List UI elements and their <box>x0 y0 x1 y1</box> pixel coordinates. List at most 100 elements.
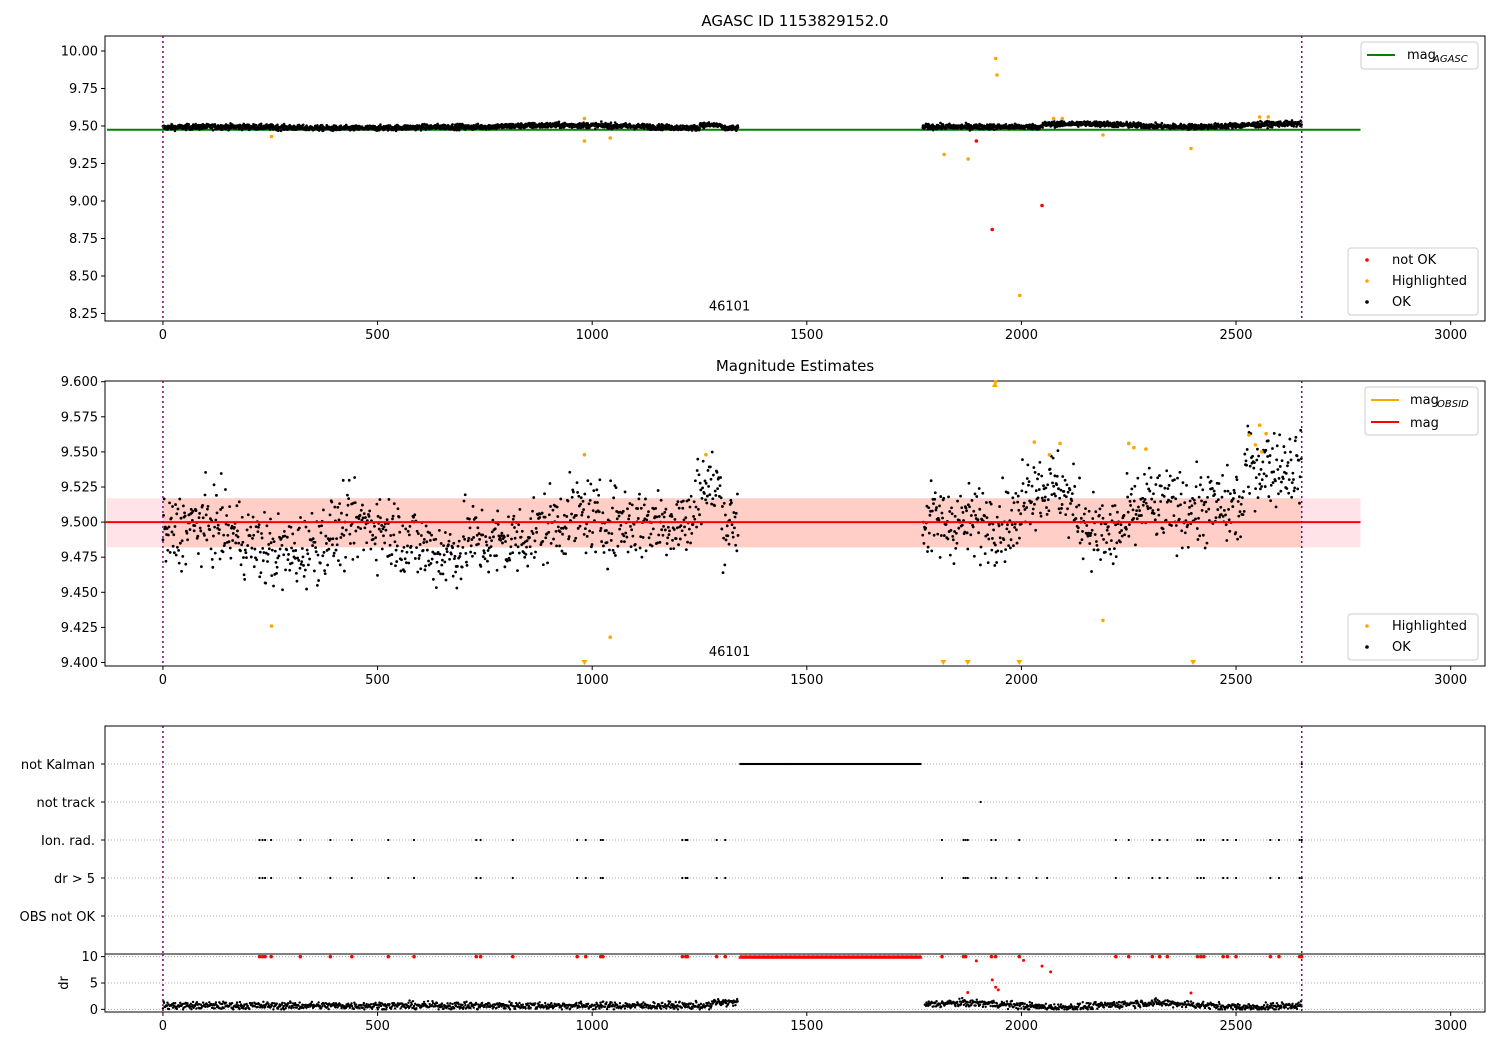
ok-point <box>1055 483 1059 487</box>
ok-point <box>1145 482 1149 486</box>
ok-point <box>1014 492 1018 495</box>
ok-point <box>1157 513 1161 517</box>
ok-point <box>1195 460 1199 464</box>
ok-point <box>543 515 547 519</box>
ok-point <box>1276 468 1280 471</box>
ok-point <box>624 531 628 535</box>
ok-point <box>1284 472 1288 475</box>
ok-point <box>736 492 739 496</box>
ok-point <box>266 560 269 563</box>
ok-point <box>471 504 475 508</box>
ok-point <box>1213 492 1217 496</box>
ok-point <box>383 541 387 545</box>
ok-point <box>1195 527 1199 530</box>
ok-point <box>361 503 364 507</box>
ok-point <box>1054 494 1057 498</box>
ok-point <box>1012 544 1015 548</box>
ok-point <box>1254 476 1258 480</box>
ok-point <box>606 567 610 571</box>
ok-point <box>418 543 422 546</box>
ok-point <box>716 487 720 491</box>
ok-point <box>419 567 423 571</box>
ok-point <box>180 539 184 543</box>
ok-point <box>1268 461 1271 464</box>
panel-magnitude-xtick-label: 1500 <box>790 673 823 688</box>
ok-point <box>973 492 977 496</box>
ok-point <box>1260 478 1264 482</box>
ok-point <box>455 128 459 132</box>
ok-point <box>662 524 665 528</box>
ok-point <box>585 534 589 538</box>
ok-point <box>1227 507 1230 511</box>
ok-point <box>1152 512 1156 515</box>
panel-magnitude-ytick-label: 9.425 <box>61 621 98 636</box>
ok-point <box>1272 431 1276 435</box>
ok-point <box>930 509 934 513</box>
ok-point <box>1257 472 1261 476</box>
ok-point <box>297 123 301 127</box>
ok-point <box>554 530 558 533</box>
ok-point <box>341 526 345 530</box>
ok-point <box>240 515 244 519</box>
ok-point <box>373 524 376 528</box>
ok-point <box>285 548 289 552</box>
ok-point <box>335 537 339 541</box>
ok-point <box>1289 458 1293 462</box>
panel-agasc-frame <box>104 35 1486 322</box>
ok-point <box>310 511 314 515</box>
ok-point <box>379 516 382 520</box>
ok-point <box>516 122 520 125</box>
ok-point <box>1065 483 1069 487</box>
ok-point <box>184 562 188 566</box>
ok-point <box>700 496 704 500</box>
ok-point <box>528 545 532 549</box>
ok-point <box>1256 447 1259 451</box>
ok-point <box>458 555 462 558</box>
ok-point <box>463 537 467 541</box>
ok-point <box>1190 504 1194 508</box>
legend-mag-obsid-sub: OBSID <box>1437 399 1469 410</box>
ok-point <box>1091 517 1095 520</box>
highlighted-point <box>269 134 274 139</box>
ok-point <box>611 506 614 510</box>
ok-point <box>1238 510 1242 514</box>
ok-point <box>1101 516 1105 520</box>
ok-point <box>282 530 286 533</box>
ok-point <box>1196 538 1200 541</box>
panel-magnitude-ytick-label: 9.600 <box>61 375 98 390</box>
ok-point <box>591 531 595 534</box>
ok-point <box>987 537 991 541</box>
ok-point <box>1246 424 1250 428</box>
ok-point <box>395 544 399 548</box>
ok-point <box>395 560 399 563</box>
ok-point <box>1231 497 1235 500</box>
ok-point <box>1123 533 1127 537</box>
ok-point <box>580 513 584 517</box>
ok-point <box>607 127 610 130</box>
ok-point <box>228 546 232 550</box>
ok-point <box>1209 479 1213 483</box>
ok-point <box>1093 533 1097 536</box>
ok-point <box>715 470 719 474</box>
ok-point <box>978 507 982 511</box>
ok-point <box>230 524 234 528</box>
ok-point <box>633 542 637 546</box>
ok-point <box>605 541 609 544</box>
ok-point <box>998 505 1002 508</box>
ok-point <box>1070 499 1074 503</box>
ok-point <box>501 541 504 545</box>
ok-point <box>425 540 429 544</box>
ok-point <box>1216 498 1220 502</box>
ok-point <box>273 549 277 553</box>
ok-point <box>975 495 979 498</box>
ok-point <box>1046 483 1050 487</box>
ok-point <box>692 515 695 518</box>
ok-point <box>490 539 494 543</box>
ok-point <box>1018 536 1021 540</box>
ok-point <box>570 495 574 499</box>
ok-point <box>280 543 284 547</box>
ok-point <box>1025 506 1029 509</box>
ok-point <box>354 529 358 533</box>
ok-point <box>173 525 177 528</box>
ok-point <box>285 535 289 539</box>
